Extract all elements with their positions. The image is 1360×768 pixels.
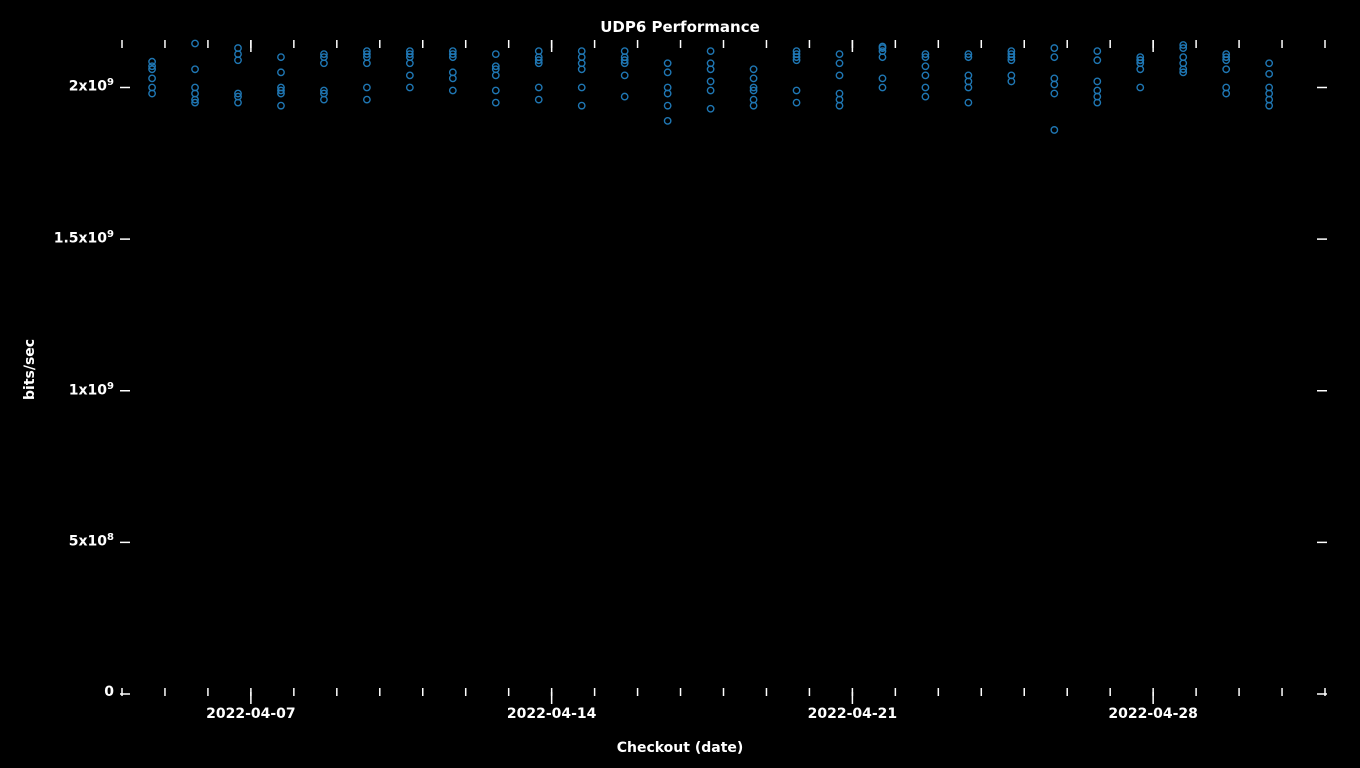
x-tick-label: 2022-04-21 bbox=[802, 706, 902, 722]
y-tick-label: 1.5x109 bbox=[54, 229, 114, 247]
chart-title: UDP6 Performance bbox=[0, 18, 1360, 36]
x-tick-label: 2022-04-07 bbox=[201, 706, 301, 722]
y-tick-label: 0 bbox=[104, 684, 114, 700]
y-tick-label: 5x108 bbox=[69, 532, 114, 550]
x-tick-label: 2022-04-28 bbox=[1103, 706, 1203, 722]
y-tick-label: 1x109 bbox=[69, 381, 114, 399]
chart-svg bbox=[0, 0, 1360, 768]
x-axis-label: Checkout (date) bbox=[617, 740, 744, 756]
udp6-performance-chart: UDP6 Performance Checkout (date) bits/se… bbox=[0, 0, 1360, 768]
y-axis-label: bits/sec bbox=[22, 339, 38, 400]
y-tick-label: 2x109 bbox=[69, 77, 114, 95]
x-tick-label: 2022-04-14 bbox=[502, 706, 602, 722]
